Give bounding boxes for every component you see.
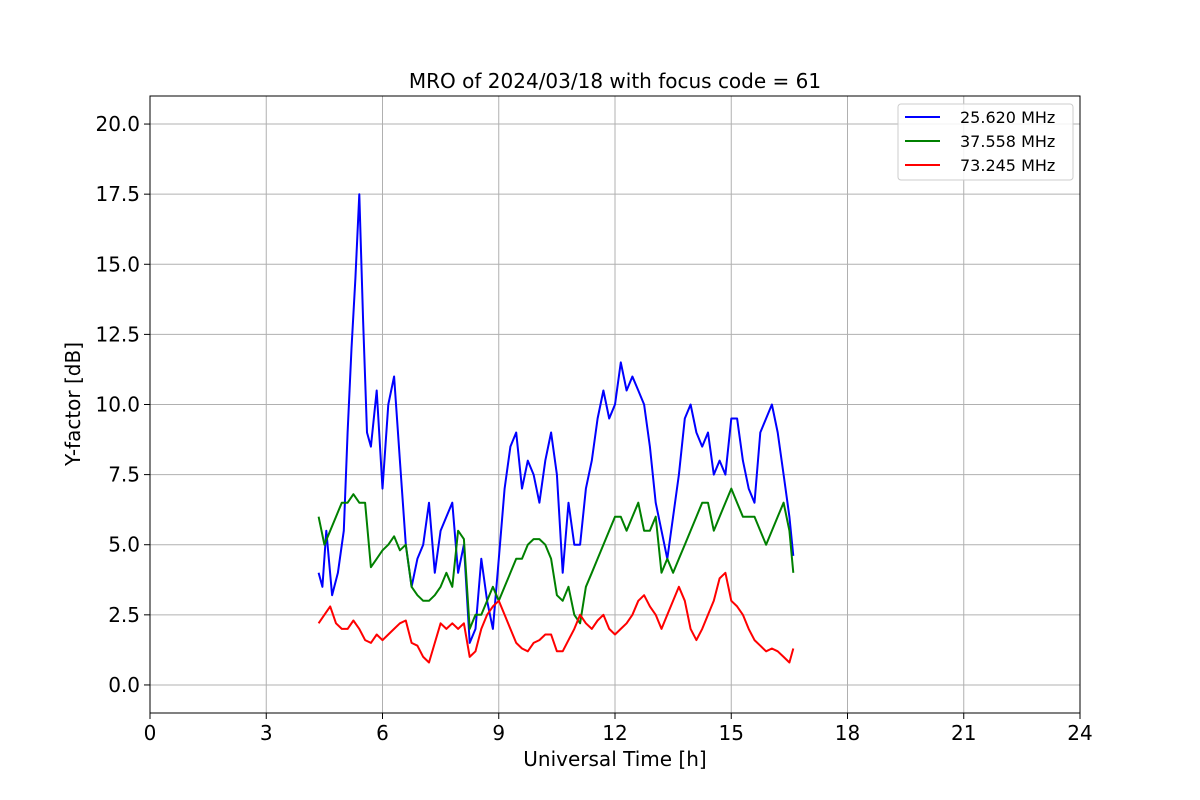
x-tick-label: 21 [951, 721, 976, 745]
y-tick-label: 0.0 [108, 673, 140, 697]
x-tick-label: 3 [260, 721, 273, 745]
legend-box [897, 103, 1074, 181]
x-tick-label: 0 [144, 721, 157, 745]
legend-label: 37.558 MHz [960, 132, 1055, 151]
legend-label: 25.620 MHz [960, 108, 1055, 127]
y-axis-title: Y-factor [dB] [61, 342, 85, 467]
x-tick-label: 6 [376, 721, 389, 745]
y-tick-label: 2.5 [108, 603, 140, 627]
chart-title: MRO of 2024/03/18 with focus code = 61 [409, 69, 821, 93]
x-tick-label: 18 [835, 721, 860, 745]
y-tick-label: 15.0 [95, 252, 140, 276]
x-tick-label: 15 [719, 721, 744, 745]
x-tick-label: 24 [1067, 721, 1092, 745]
x-axis-title: Universal Time [h] [523, 747, 706, 771]
y-tick-label: 5.0 [108, 533, 140, 557]
y-tick-label: 7.5 [108, 463, 140, 487]
y-tick-label: 12.5 [95, 322, 140, 346]
plot-lines [317, 193, 795, 664]
series-line-2 [317, 571, 795, 664]
legend: 25.620 MHz 37.558 MHz 73.245 MHz [897, 103, 1074, 181]
y-axis: 0.0 2.5 5.0 7.5 10.0 12.5 15.0 17.5 20.0 [95, 112, 150, 697]
y-tick-label: 10.0 [95, 393, 140, 417]
x-tick-label: 12 [602, 721, 627, 745]
x-tick-label: 9 [492, 721, 505, 745]
x-axis: 0 3 6 9 12 15 18 21 24 [144, 713, 1093, 745]
legend-label: 73.245 MHz [960, 156, 1055, 175]
y-tick-label: 20.0 [95, 112, 140, 136]
legend-entries: 25.620 MHz 37.558 MHz 73.245 MHz [905, 108, 1055, 175]
y-tick-label: 17.5 [95, 182, 140, 206]
series-line-0 [317, 193, 795, 644]
series-line-1 [317, 487, 795, 630]
